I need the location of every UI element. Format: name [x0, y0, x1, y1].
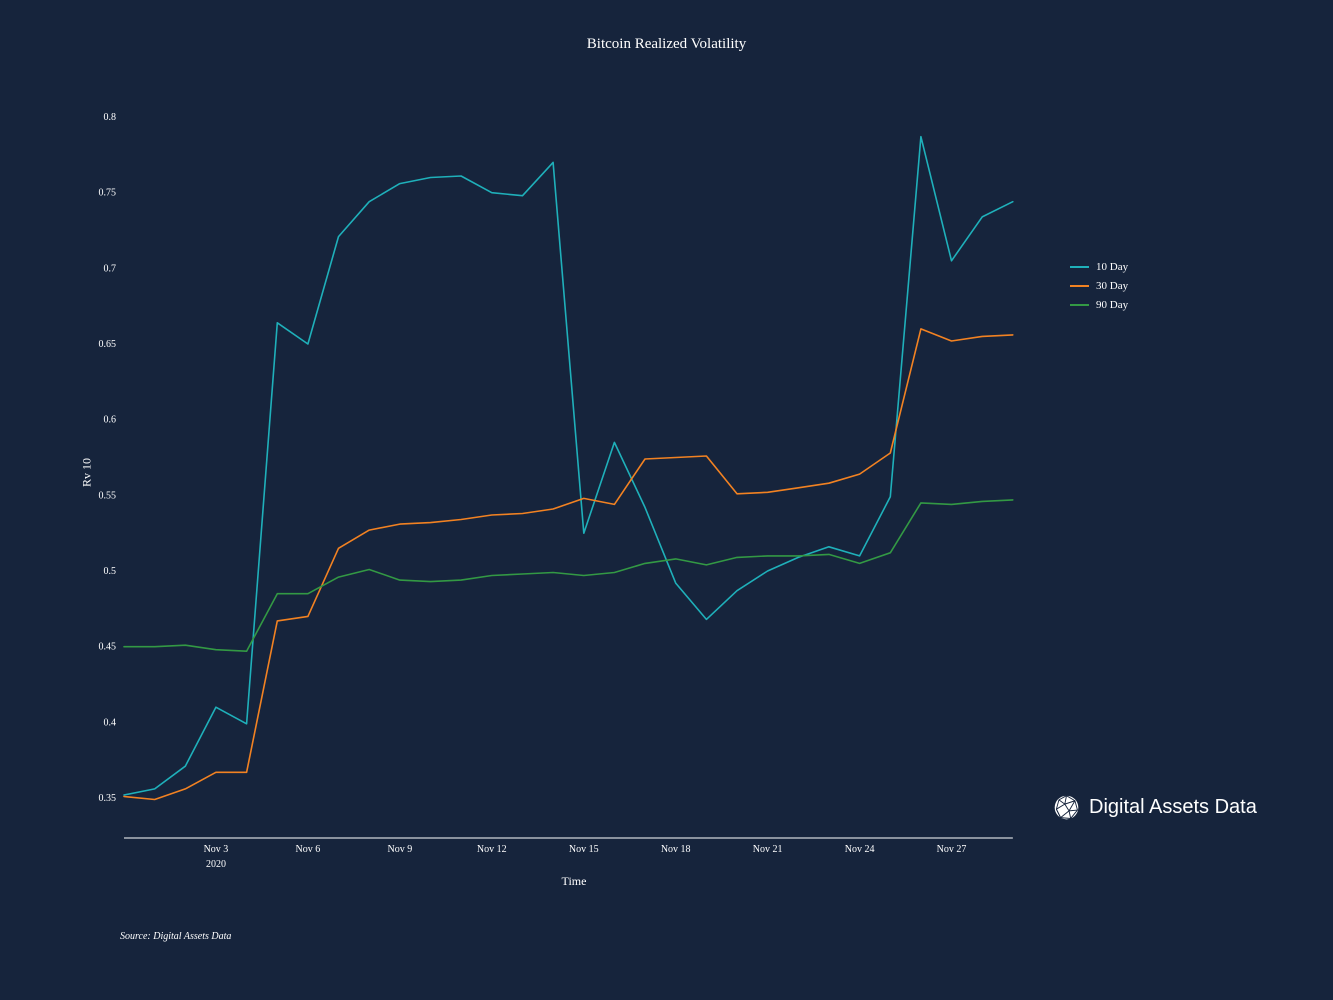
source-note: Source: Digital Assets Data: [120, 931, 232, 942]
y-tick-label: 0.6: [104, 415, 117, 426]
legend-label-90-day: 90 Day: [1096, 299, 1129, 311]
y-tick-label: 0.55: [99, 490, 117, 501]
brand-name: Digital Assets Data: [1089, 796, 1257, 818]
legend-label-30-day: 30 Day: [1096, 280, 1129, 292]
legend-item-30-day[interactable]: 30 Day: [1070, 280, 1128, 292]
legend: 10 Day 30 Day 90 Day: [1070, 261, 1128, 311]
legend-item-90-day[interactable]: 90 Day: [1070, 299, 1128, 311]
x-tick-label: Nov 21: [753, 844, 783, 855]
x-tick-label: Nov 27: [937, 844, 967, 855]
x-tick-label: Nov 24: [845, 844, 875, 855]
brand-logo: Digital Assets Data: [1053, 794, 1257, 821]
series-line-90-day: [123, 499, 1014, 653]
x-tick-sublabel: 2020: [206, 859, 226, 870]
y-tick-label: 0.8: [104, 112, 117, 123]
y-tick-label: 0.65: [99, 339, 117, 350]
x-tick-label: Nov 12: [477, 844, 507, 855]
legend-swatch-10-day: [1070, 266, 1089, 268]
x-tick-label: Nov 6: [296, 844, 321, 855]
legend-swatch-30-day: [1070, 285, 1089, 287]
y-tick-label: 0.45: [99, 642, 117, 653]
x-tick-label: Nov 15: [569, 844, 599, 855]
legend-label-10-day: 10 Day: [1096, 261, 1129, 273]
chart-title: Bitcoin Realized Volatility: [586, 36, 747, 52]
x-tick-label: Nov 18: [661, 844, 691, 855]
series-line-10-day: [123, 135, 1014, 796]
y-tick-label: 0.4: [104, 717, 117, 728]
x-tick-label: Nov 9: [387, 844, 412, 855]
series-line-30-day: [123, 328, 1014, 801]
legend-swatch-90-day: [1070, 304, 1089, 306]
x-axis-title: Time: [561, 874, 587, 888]
x-tick-label: Nov 3: [204, 844, 229, 855]
y-tick-label: 0.75: [99, 188, 117, 199]
y-tick-label: 0.35: [99, 793, 117, 804]
y-tick-label: 0.7: [104, 263, 117, 274]
y-tick-label: 0.5: [104, 566, 117, 577]
faceted-gem-icon: [1054, 795, 1079, 820]
legend-item-10-day[interactable]: 10 Day: [1070, 261, 1128, 273]
